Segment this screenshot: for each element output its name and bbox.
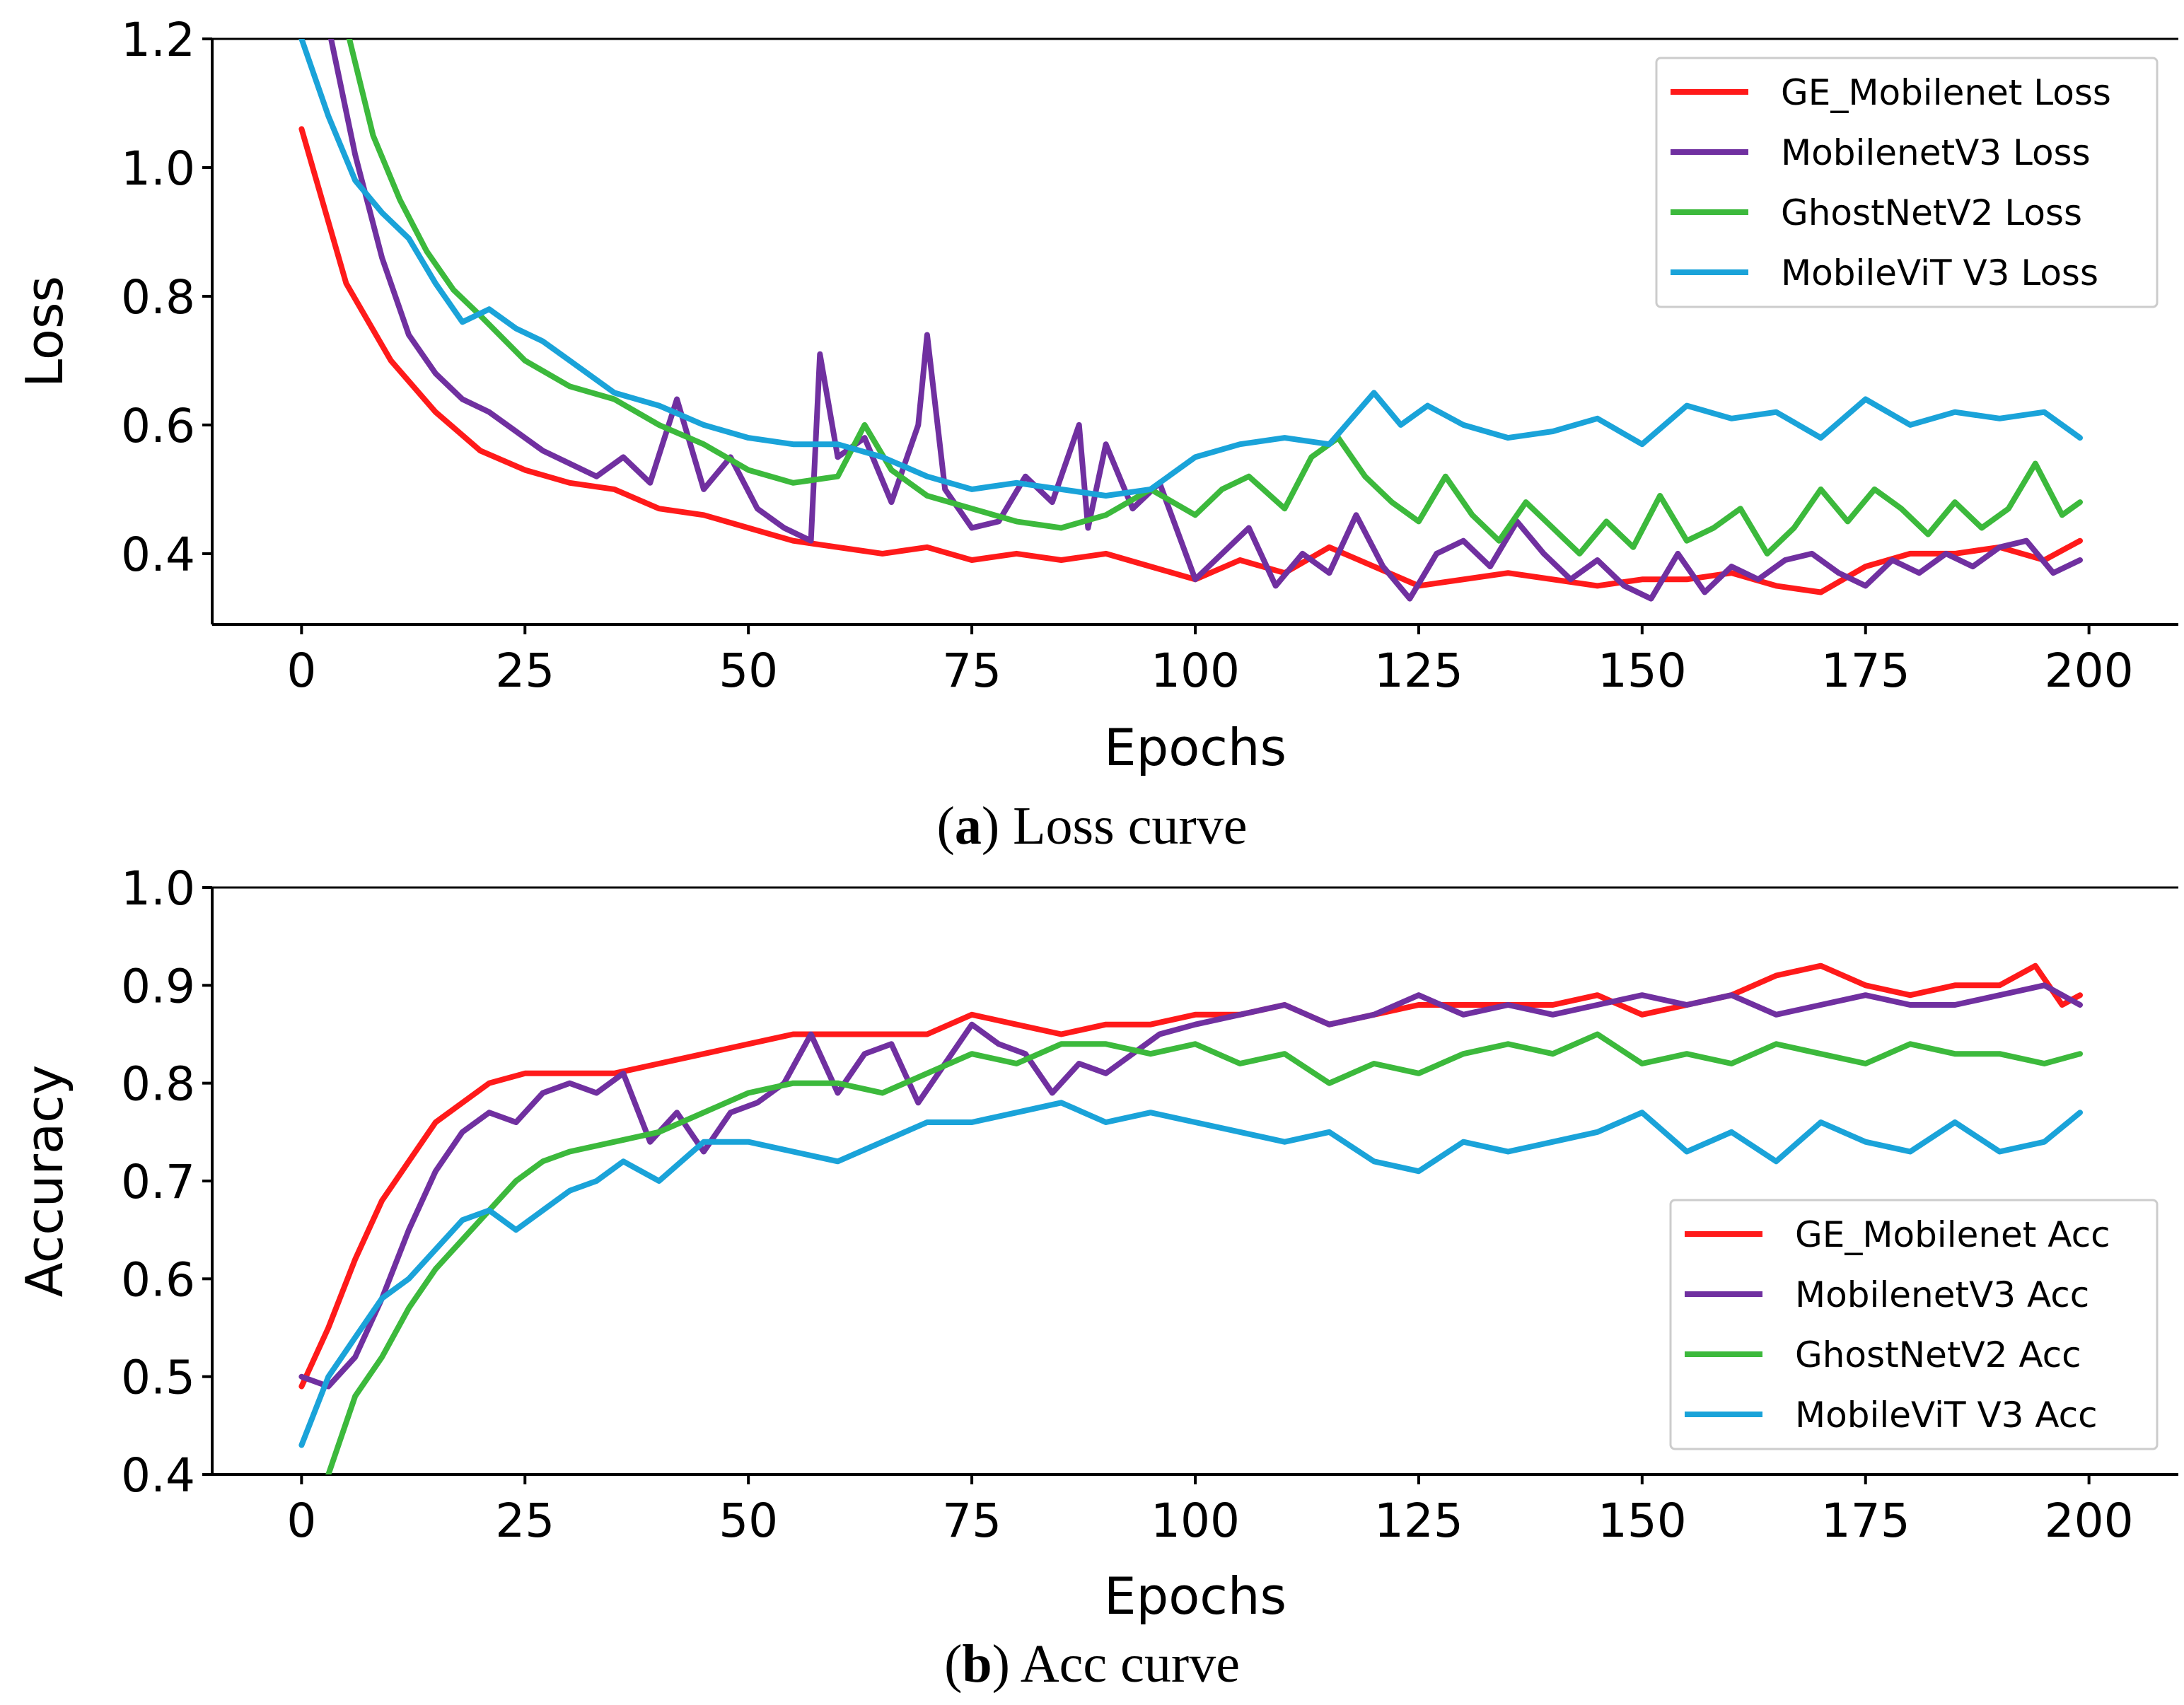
acc-legend: GE_Mobilenet Acc MobilenetV3 Acc GhostNe… (1669, 1199, 2159, 1450)
acc-y-tick-label: 0.6 (121, 1252, 195, 1307)
loss-x-tick-label: 75 (942, 644, 1001, 698)
loss-y-ticks: 0.4 0.6 0.8 1.0 1.2 (121, 13, 212, 582)
acc-x-tick-label: 0 (286, 1494, 316, 1548)
loss-x-tick-label: 50 (719, 644, 778, 698)
acc-x-tick-label: 150 (1598, 1494, 1687, 1548)
loss-legend-label: GhostNetV2 Loss (1781, 192, 2082, 233)
loss-y-tick-label: 0.4 (121, 528, 195, 582)
loss-y-axis-label: Loss (15, 276, 74, 388)
loss-chart: 0.4 0.6 0.8 1.0 1.2 0 25 50 75 100 125 150 175 200 L… (15, 13, 2178, 856)
loss-x-ticks: 0 25 50 75 100 125 150 175 200 (286, 624, 2134, 698)
loss-x-tick-label: 175 (1821, 644, 1910, 698)
acc-legend-label: MobileViT V3 Acc (1795, 1395, 2098, 1436)
loss-legend-entry: MobileViT V3 Loss (1671, 252, 2098, 293)
loss-caption-letter: a (955, 796, 982, 856)
acc-y-ticks: 0.4 0.5 0.6 0.7 0.8 0.9 1.0 (121, 861, 212, 1503)
acc-legend-label: MobilenetV3 Acc (1795, 1274, 2089, 1315)
loss-y-tick-label: 0.8 (121, 270, 195, 325)
loss-legend-entry: GE_Mobilenet Loss (1671, 72, 2111, 113)
loss-series-lines (298, 39, 2083, 602)
loss-x-axis-label: Epochs (1104, 718, 1286, 777)
acc-x-tick-label: 175 (1821, 1494, 1910, 1548)
acc-series-line-mobilenetv3-acc (298, 982, 2083, 1390)
loss-legend-label: MobileViT V3 Loss (1781, 252, 2098, 293)
loss-x-tick-label: 200 (2045, 644, 2134, 698)
loss-legend-box (1655, 57, 2159, 308)
acc-legend-entry: MobileViT V3 Acc (1685, 1395, 2098, 1436)
acc-x-tick-label: 125 (1374, 1494, 1463, 1548)
acc-y-axis-label: Accuracy (15, 1065, 74, 1298)
loss-series-line-mobilevit-v3-loss (298, 39, 2083, 499)
loss-legend-entry: GhostNetV2 Loss (1671, 192, 2082, 233)
acc-legend-entry: GE_Mobilenet Acc (1685, 1214, 2110, 1255)
acc-legend-label: GE_Mobilenet Acc (1795, 1214, 2110, 1255)
acc-caption-letter: b (962, 1634, 992, 1694)
acc-y-tick-label: 0.8 (121, 1057, 195, 1112)
loss-legend: GE_Mobilenet Loss MobilenetV3 Loss Ghost… (1655, 57, 2159, 308)
loss-x-tick-label: 0 (286, 644, 316, 698)
loss-legend-label: GE_Mobilenet Loss (1781, 72, 2111, 113)
acc-caption-text: Acc curve (1021, 1634, 1240, 1694)
loss-caption-text: Loss curve (1013, 796, 1247, 856)
acc-y-tick-label: 0.7 (121, 1155, 195, 1209)
loss-x-tick-label: 25 (495, 644, 554, 698)
acc-y-tick-label: 0.5 (121, 1351, 195, 1405)
loss-legend-label: MobilenetV3 Loss (1781, 132, 2091, 173)
acc-legend-entry: GhostNetV2 Acc (1685, 1334, 2081, 1375)
acc-legend-entry: MobilenetV3 Acc (1685, 1274, 2089, 1315)
acc-x-axis-label: Epochs (1104, 1566, 1286, 1626)
acc-x-tick-label: 200 (2045, 1494, 2134, 1548)
loss-y-tick-label: 1.0 (121, 141, 195, 196)
acc-y-tick-label: 1.0 (121, 861, 195, 916)
loss-y-tick-label: 0.6 (121, 399, 195, 453)
acc-series-line-mobilevit-v3-acc (298, 1100, 2083, 1448)
acc-y-tick-label: 0.9 (121, 959, 195, 1013)
loss-legend-entry: MobilenetV3 Loss (1671, 132, 2091, 173)
loss-series-line-ghostnetv2-loss (346, 39, 2083, 557)
acc-series-line-ghostnetv2-acc (325, 1031, 2083, 1474)
acc-series-lines (298, 962, 2083, 1474)
loss-caption: (a) Loss curve (937, 796, 1248, 856)
acc-x-ticks: 0 25 50 75 100 125 150 175 200 (286, 1474, 2134, 1548)
loss-x-tick-label: 150 (1598, 644, 1687, 698)
loss-x-tick-label: 125 (1374, 644, 1463, 698)
acc-x-tick-label: 100 (1151, 1494, 1240, 1548)
acc-chart: 0.4 0.5 0.6 0.7 0.8 0.9 1.0 0 25 50 75 100 125 150 17… (15, 861, 2178, 1694)
acc-series-line-ge-mobilenet-acc (298, 962, 2083, 1390)
acc-caption: (b) Acc curve (944, 1634, 1240, 1694)
acc-x-tick-label: 75 (942, 1494, 1001, 1548)
acc-legend-label: GhostNetV2 Acc (1795, 1334, 2081, 1375)
acc-y-tick-label: 0.4 (121, 1448, 195, 1503)
acc-x-tick-label: 25 (495, 1494, 554, 1548)
loss-x-tick-label: 100 (1151, 644, 1240, 698)
loss-y-tick-label: 1.2 (121, 13, 195, 67)
acc-x-tick-label: 50 (719, 1494, 778, 1548)
acc-legend-box (1669, 1199, 2159, 1450)
